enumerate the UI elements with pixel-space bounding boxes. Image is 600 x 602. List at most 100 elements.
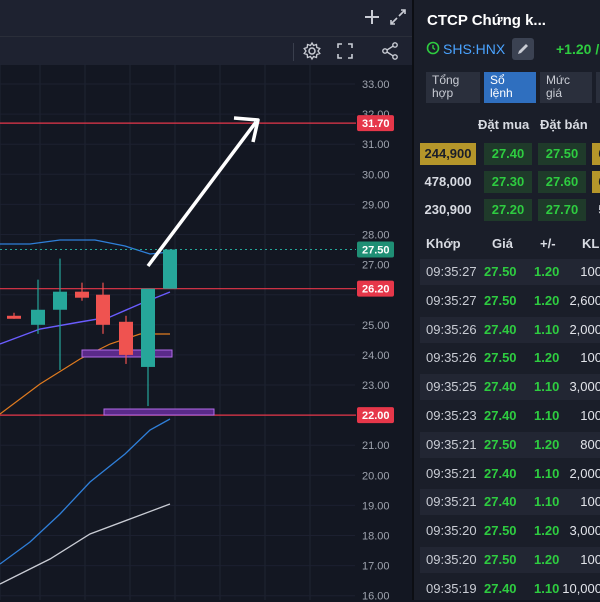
chart-toolbar xyxy=(0,36,412,65)
symbol-code[interactable]: SHS:HNX xyxy=(443,41,506,57)
trade-time: 09:35:21 xyxy=(426,465,477,481)
trade-time: 09:35:23 xyxy=(426,408,477,423)
trade-change: 1.20 xyxy=(534,552,560,567)
trade-time: 09:35:21 xyxy=(426,436,477,452)
trade-row: 09:35:21 27.40 1.10 100 xyxy=(420,489,600,516)
trade-row: 09:35:25 27.40 1.10 3,000 xyxy=(420,374,600,401)
plus-icon[interactable] xyxy=(362,7,382,27)
trade-change: 1.20 xyxy=(534,436,560,452)
trend-arrow-head xyxy=(233,116,260,143)
price-tick: 16.00 xyxy=(362,591,390,600)
trade-time: 09:35:19 xyxy=(426,580,477,596)
book-ask-vol: 6 xyxy=(592,143,600,165)
fullscreen-icon[interactable] xyxy=(335,41,355,61)
trade-row: 09:35:27 27.50 1.20 2,600 xyxy=(420,288,600,314)
price-change: +1.20 / +4 xyxy=(556,41,600,57)
book-bid: 27.30 xyxy=(484,171,532,193)
trades-header: Khớp Giá +/- KL xyxy=(414,236,600,252)
pencil-icon xyxy=(518,44,528,54)
chart-pane[interactable]: 33.00 32.00 31.00 30.00 29.00 28.00 27.00 25.00… xyxy=(0,0,412,600)
candlesticks xyxy=(7,249,177,407)
book-bid-vol: 230,900 xyxy=(424,202,472,217)
chart-header xyxy=(0,0,412,36)
ask-header: Đặt bán xyxy=(540,117,588,132)
price-header: Giá xyxy=(492,236,513,251)
book-ask: 27.50 xyxy=(538,143,586,165)
change-header: +/- xyxy=(540,236,556,251)
book-ask: 27.70 xyxy=(538,199,586,221)
volume-header: KL xyxy=(582,236,600,251)
trade-price: 27.50 xyxy=(484,350,517,366)
trade-price: 27.40 xyxy=(484,494,517,510)
price-axis: 33.0032.0031.0030.0029.0028.0027.0025.00… xyxy=(362,79,390,600)
trade-volume: 800 xyxy=(580,436,600,452)
price-tick: 19.00 xyxy=(362,500,390,512)
expand-arrows-icon[interactable] xyxy=(388,7,408,27)
price-badge-support-upper: 26.20 xyxy=(357,280,394,297)
symbol-side-panel: CTCP Chứng k... SHS:HNX +1.20 / +4 Tổngh… xyxy=(412,0,600,600)
trade-change: 1.20 xyxy=(534,292,560,308)
order-book-row: 244,900 27.40 27.50 6 xyxy=(420,143,600,165)
trade-time: 09:35:20 xyxy=(426,523,477,539)
trade-volume: 2,000 xyxy=(569,321,600,337)
trade-price: 27.50 xyxy=(484,552,517,567)
trade-volume: 100 xyxy=(580,350,600,366)
price-chart[interactable]: 33.0032.0031.0030.0029.0028.0027.0025.00… xyxy=(0,64,412,600)
order-book-header: Đặt mua Đặt bán xyxy=(414,117,600,133)
candle xyxy=(7,312,21,319)
trend-arrow xyxy=(146,120,258,268)
trade-time: 09:35:27 xyxy=(426,264,477,279)
trade-volume: 3,000 xyxy=(569,523,600,539)
trade-row: 09:35:21 27.40 1.10 2,000 xyxy=(420,461,600,487)
price-tick: 28.00 xyxy=(362,230,390,242)
book-bid: 27.20 xyxy=(484,199,532,221)
share-icon[interactable] xyxy=(380,41,400,61)
toolbar-separator xyxy=(293,43,294,61)
tab-1[interactable]: Sổ lệnh xyxy=(484,72,536,103)
order-book-row: 478,000 27.30 27.60 6 xyxy=(420,171,600,193)
trade-price: 27.40 xyxy=(484,465,517,481)
trade-volume: 2,000 xyxy=(569,465,600,481)
book-ask: 27.60 xyxy=(538,171,586,193)
trade-time: 09:35:26 xyxy=(426,321,477,337)
candle xyxy=(163,249,177,289)
svg-text:22.00: 22.00 xyxy=(362,410,390,422)
tab-0[interactable]: Tổng hợp xyxy=(426,72,480,103)
trade-volume: 100 xyxy=(580,494,600,510)
trade-row: 09:35:19 27.40 1.10 10,000 xyxy=(420,576,600,602)
trade-change: 1.10 xyxy=(534,580,560,596)
trade-row: 09:35:21 27.50 1.20 800 xyxy=(420,431,600,458)
trade-time: 09:35:27 xyxy=(426,292,477,308)
tab-3[interactable]: Thkê xyxy=(596,72,600,103)
tab-2[interactable]: Mức giá xyxy=(540,72,592,103)
svg-text:26.20: 26.20 xyxy=(362,284,390,296)
price-tick: 27.00 xyxy=(362,260,390,272)
trade-price: 27.50 xyxy=(484,436,517,452)
trade-change: 1.20 xyxy=(534,523,560,539)
book-bid: 27.40 xyxy=(484,143,532,165)
trade-volume: 100 xyxy=(580,408,600,423)
volume-profile-box-lower xyxy=(103,408,215,416)
bollinger-bands xyxy=(0,239,171,565)
book-bid-vol: 244,900 xyxy=(420,143,476,165)
trade-row: 09:35:20 27.50 1.20 100 xyxy=(420,547,600,573)
gear-icon[interactable] xyxy=(302,41,322,61)
trade-price: 27.40 xyxy=(484,379,517,395)
trade-change: 1.10 xyxy=(534,465,560,481)
trade-price: 27.50 xyxy=(484,264,517,279)
edit-button[interactable] xyxy=(512,38,534,60)
trade-volume: 3,000 xyxy=(569,379,600,395)
horizontal-levels xyxy=(0,122,356,416)
trade-change: 1.10 xyxy=(534,408,560,423)
trade-volume: 2,600 xyxy=(569,292,600,308)
company-title: CTCP Chứng k... xyxy=(427,12,546,29)
trade-change: 1.10 xyxy=(534,379,560,395)
symbol-row: SHS:HNX +1.20 / +4 xyxy=(426,38,600,62)
trade-row: 09:35:26 27.40 1.10 2,000 xyxy=(420,316,600,343)
svg-text:31.70: 31.70 xyxy=(362,118,390,130)
trade-price: 27.40 xyxy=(484,408,517,423)
price-tick: 23.00 xyxy=(362,380,390,392)
price-tick: 30.00 xyxy=(362,169,390,181)
candle xyxy=(31,279,45,334)
